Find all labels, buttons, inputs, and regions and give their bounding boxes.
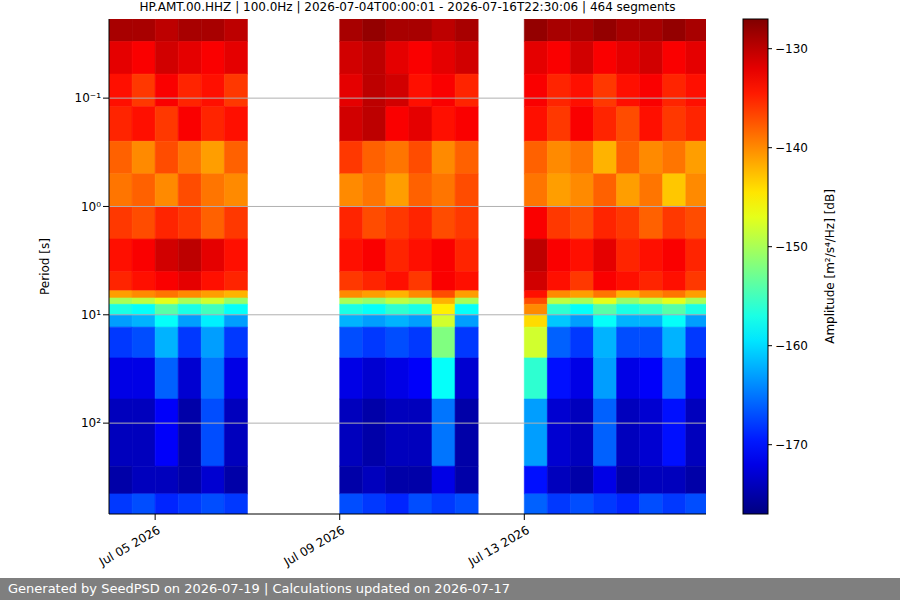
svg-text:−140: −140: [775, 141, 808, 155]
svg-text:10⁻¹: 10⁻¹: [75, 91, 102, 105]
svg-text:Period [s]: Period [s]: [38, 238, 52, 295]
html-text:HP.AMT.00.HHZ | 100.0Hz | 2026: HP.AMT.00.HHZ | 100.0Hz | 2026-07-04T00:…: [139, 0, 676, 14]
svg-text:−160: −160: [775, 339, 808, 353]
svg-text:−170: −170: [775, 438, 808, 452]
svg-text:10²: 10²: [81, 416, 101, 430]
svg-text:Amplitude [m²/s⁴/Hz] [dB]: Amplitude [m²/s⁴/Hz] [dB]: [823, 189, 837, 344]
svg-text:−130: −130: [775, 42, 808, 56]
svg-text:10¹: 10¹: [81, 308, 101, 322]
svg-text:Jul 09 2026: Jul 09 2026: [281, 523, 348, 570]
html-text:Generated by SeedPSD on 2026-0: Generated by SeedPSD on 2026-07-19 | Cal…: [8, 581, 510, 596]
svg-text:Jul 13 2026: Jul 13 2026: [465, 523, 532, 570]
svg-text:10⁰: 10⁰: [81, 200, 101, 214]
svg-text:−150: −150: [775, 240, 808, 254]
svg-text:Jul 05 2026: Jul 05 2026: [96, 523, 163, 570]
